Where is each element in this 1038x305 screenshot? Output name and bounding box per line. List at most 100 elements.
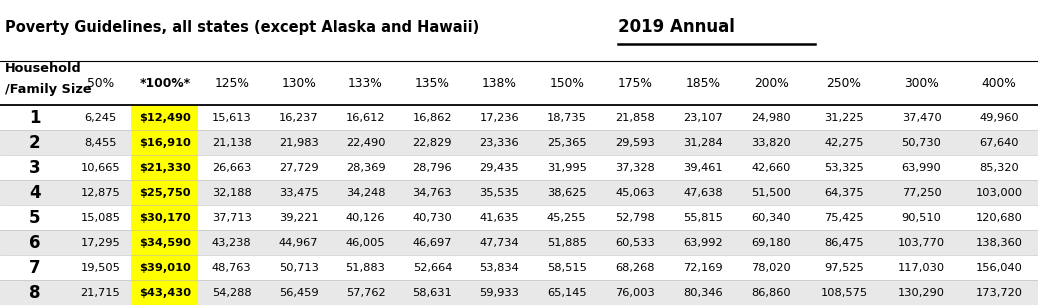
Bar <box>0 130 1038 155</box>
Text: $12,490: $12,490 <box>139 113 191 123</box>
Text: 50,730: 50,730 <box>902 138 941 148</box>
Text: $39,010: $39,010 <box>139 263 191 273</box>
Bar <box>132 255 198 280</box>
Text: 250%: 250% <box>826 77 862 90</box>
Text: 38,625: 38,625 <box>547 188 586 198</box>
Text: 133%: 133% <box>348 77 383 90</box>
Text: 47,734: 47,734 <box>480 238 519 248</box>
Text: 103,000: 103,000 <box>976 188 1022 198</box>
Text: Poverty Guidelines, all states (except Alaska and Hawaii): Poverty Guidelines, all states (except A… <box>5 20 480 35</box>
Text: 21,715: 21,715 <box>81 288 120 297</box>
Text: Household: Household <box>5 62 82 75</box>
Text: 53,834: 53,834 <box>480 263 519 273</box>
Text: 175%: 175% <box>618 77 652 90</box>
Text: 86,860: 86,860 <box>752 288 791 297</box>
Text: 26,663: 26,663 <box>212 163 251 173</box>
Text: 45,063: 45,063 <box>616 188 655 198</box>
Text: $43,430: $43,430 <box>139 288 191 297</box>
Text: 69,180: 69,180 <box>752 238 791 248</box>
Text: 32,188: 32,188 <box>212 188 251 198</box>
Bar <box>132 205 198 230</box>
Text: 86,475: 86,475 <box>824 238 864 248</box>
Text: 46,005: 46,005 <box>346 238 385 248</box>
Text: 3: 3 <box>29 159 40 177</box>
Text: 49,960: 49,960 <box>980 113 1019 123</box>
Text: 34,248: 34,248 <box>346 188 385 198</box>
Bar <box>0 205 1038 230</box>
Text: 31,995: 31,995 <box>547 163 586 173</box>
Text: 28,369: 28,369 <box>346 163 385 173</box>
Text: 63,992: 63,992 <box>683 238 722 248</box>
Text: 46,697: 46,697 <box>413 238 453 248</box>
Text: 40,730: 40,730 <box>412 213 453 223</box>
Text: 40,126: 40,126 <box>346 213 385 223</box>
Text: 37,328: 37,328 <box>614 163 655 173</box>
Text: 56,459: 56,459 <box>279 288 319 297</box>
Text: 41,635: 41,635 <box>480 213 519 223</box>
Text: 68,268: 68,268 <box>616 263 655 273</box>
Text: 27,729: 27,729 <box>279 163 319 173</box>
Text: 6,245: 6,245 <box>84 113 116 123</box>
Text: 300%: 300% <box>904 77 939 90</box>
Text: 85,320: 85,320 <box>979 163 1019 173</box>
Text: 156,040: 156,040 <box>976 263 1022 273</box>
Text: 60,340: 60,340 <box>752 213 791 223</box>
Text: 51,500: 51,500 <box>752 188 791 198</box>
Text: $21,330: $21,330 <box>139 163 191 173</box>
Text: 72,169: 72,169 <box>683 263 722 273</box>
Text: 2019 Annual: 2019 Annual <box>618 18 735 37</box>
Text: 76,003: 76,003 <box>614 288 655 297</box>
Text: 29,435: 29,435 <box>480 163 519 173</box>
Text: 21,138: 21,138 <box>212 138 251 148</box>
Text: 54,288: 54,288 <box>212 288 251 297</box>
Text: 53,325: 53,325 <box>824 163 864 173</box>
Bar <box>132 280 198 305</box>
Text: 39,221: 39,221 <box>279 213 319 223</box>
Text: 138,360: 138,360 <box>976 238 1022 248</box>
Bar <box>0 255 1038 280</box>
Text: 125%: 125% <box>214 77 249 90</box>
Bar <box>0 105 1038 130</box>
Text: 37,713: 37,713 <box>212 213 251 223</box>
Text: 25,365: 25,365 <box>547 138 586 148</box>
Text: 135%: 135% <box>415 77 449 90</box>
Bar <box>0 155 1038 180</box>
Text: 17,295: 17,295 <box>81 238 120 248</box>
Text: 16,612: 16,612 <box>346 113 385 123</box>
Text: 35,535: 35,535 <box>480 188 519 198</box>
Text: $34,590: $34,590 <box>139 238 191 248</box>
Bar <box>0 230 1038 255</box>
Text: 55,815: 55,815 <box>683 213 722 223</box>
Text: 103,770: 103,770 <box>898 238 946 248</box>
Text: 130%: 130% <box>281 77 316 90</box>
Text: 138%: 138% <box>482 77 517 90</box>
Text: 43,238: 43,238 <box>212 238 251 248</box>
Text: 4: 4 <box>29 184 40 202</box>
Text: 117,030: 117,030 <box>898 263 946 273</box>
Text: 64,375: 64,375 <box>824 188 864 198</box>
Text: 57,762: 57,762 <box>346 288 385 297</box>
Text: 65,145: 65,145 <box>547 288 586 297</box>
Text: 37,470: 37,470 <box>902 113 941 123</box>
Text: 33,475: 33,475 <box>279 188 319 198</box>
Text: 15,085: 15,085 <box>80 213 120 223</box>
Text: 22,490: 22,490 <box>346 138 385 148</box>
Bar <box>0 180 1038 205</box>
Text: 5: 5 <box>29 209 40 227</box>
Text: 90,510: 90,510 <box>902 213 941 223</box>
Text: 50,713: 50,713 <box>278 263 319 273</box>
Text: 23,336: 23,336 <box>480 138 519 148</box>
Text: 18,735: 18,735 <box>547 113 586 123</box>
Text: 58,515: 58,515 <box>547 263 586 273</box>
Text: 45,255: 45,255 <box>547 213 586 223</box>
Text: 200%: 200% <box>754 77 789 90</box>
Text: 8: 8 <box>29 284 40 302</box>
Text: 22,829: 22,829 <box>413 138 453 148</box>
Text: 31,284: 31,284 <box>683 138 722 148</box>
Text: 24,980: 24,980 <box>752 113 791 123</box>
Text: 28,796: 28,796 <box>412 163 453 173</box>
Text: 52,664: 52,664 <box>413 263 453 273</box>
Text: $30,170: $30,170 <box>139 213 191 223</box>
Text: 48,763: 48,763 <box>212 263 251 273</box>
Text: 21,983: 21,983 <box>279 138 319 148</box>
